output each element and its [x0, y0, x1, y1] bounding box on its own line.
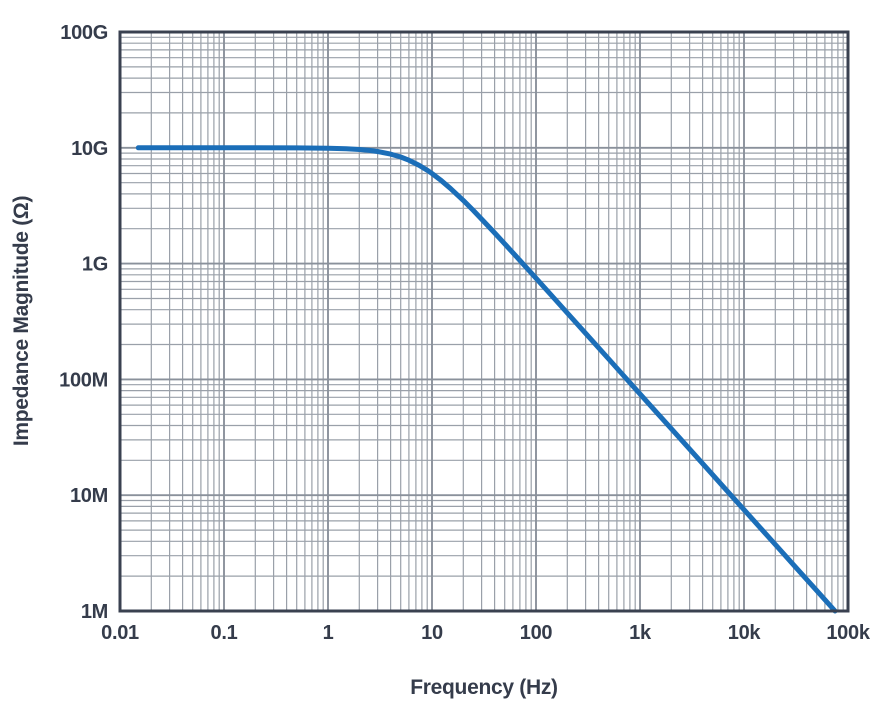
y-tick-label: 10G	[71, 138, 108, 160]
impedance-curve	[135, 145, 838, 614]
y-tick-label: 100G	[60, 22, 108, 44]
x-tick-label: 10k	[728, 622, 762, 644]
plot-frame	[118, 30, 850, 613]
y-tick-label: 1M	[81, 601, 108, 623]
x-tick-label: 1k	[629, 622, 652, 644]
x-axis-title: Frequency (Hz)	[410, 676, 558, 699]
y-axis-title: Impedance Magnitude (Ω)	[10, 196, 33, 446]
x-tick-label: 100k	[826, 622, 870, 644]
y-tick-label: 100M	[59, 369, 108, 391]
x-tick-label: 10	[421, 622, 443, 644]
x-tick-label: 0.1	[211, 622, 238, 644]
x-axis-tick-labels: 0.01 0.1 1 10 100 1k 10k 100k	[101, 622, 871, 644]
curve-layer	[135, 145, 838, 614]
y-tick-label: 1G	[82, 254, 108, 276]
y-axis-tick-labels: 1M 10M 100M 1G 10G 100G	[59, 22, 108, 623]
minor-gridlines	[120, 32, 848, 611]
x-tick-label: 1	[323, 622, 334, 644]
y-tick-label: 10M	[70, 485, 108, 507]
x-tick-label: 0.01	[101, 622, 139, 644]
x-tick-label: 100	[520, 622, 553, 644]
